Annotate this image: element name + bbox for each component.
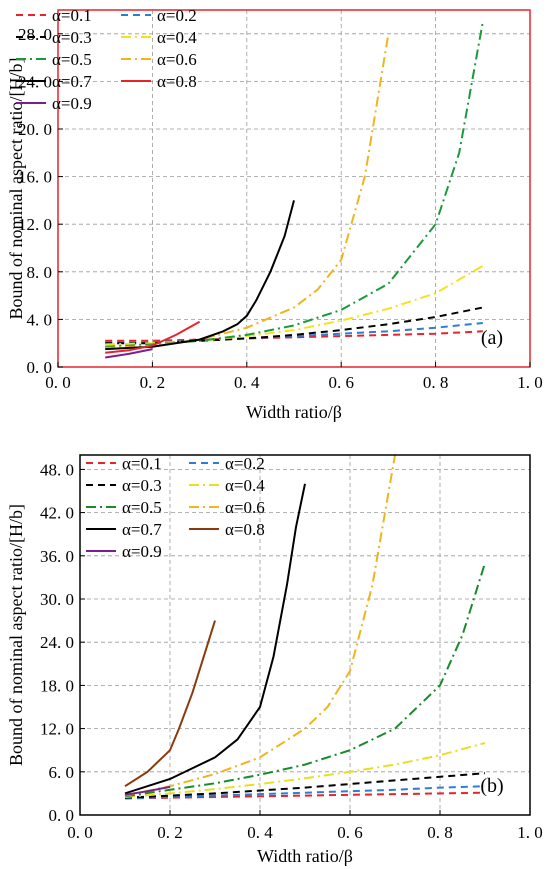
y-tick-label: 6. 0	[49, 763, 75, 782]
series-line	[124, 455, 396, 797]
legend-label: α=0.7	[122, 520, 162, 539]
x-tick-label: 0. 6	[328, 373, 354, 392]
y-tick-label: 12. 0	[40, 720, 74, 739]
legend-label: α=0.1	[52, 6, 92, 25]
x-axis-title: Width ratio/β	[257, 846, 353, 866]
series-line	[124, 785, 171, 796]
series-line	[105, 320, 201, 354]
y-tick-label: 42. 0	[40, 504, 74, 523]
series-line	[105, 306, 483, 345]
legend-label: α=0.5	[122, 498, 162, 517]
y-tick-label: 0. 0	[27, 358, 53, 377]
panel-label: (a)	[481, 327, 503, 349]
legend-label: α=0.5	[52, 50, 92, 69]
x-tick-label: 0. 4	[247, 823, 273, 842]
x-tick-label: 0. 4	[234, 373, 260, 392]
series-line	[124, 772, 486, 799]
series-line	[105, 322, 483, 343]
legend: α=0.1 α=0.2 α=0.3 α=0.4 α=0.5 α=0.6 α=0.7 α=0.8…	[86, 454, 265, 561]
y-tick-label: 12. 0	[18, 215, 52, 234]
series-line	[124, 483, 306, 795]
series-line	[124, 562, 486, 798]
legend-label: α=0.2	[225, 454, 265, 473]
x-tick-label: 0. 6	[337, 823, 363, 842]
y-tick-label: 16. 0	[18, 168, 52, 187]
x-tick-label: 0. 2	[140, 373, 166, 392]
y-tick-label: 0. 0	[49, 806, 75, 825]
x-tick-label: 0. 8	[423, 373, 449, 392]
legend-label: α=0.3	[52, 28, 92, 47]
x-tick-label: 0. 8	[427, 823, 453, 842]
series-line	[124, 620, 216, 788]
series-line	[105, 265, 484, 346]
plot-area-frame	[57, 9, 531, 368]
y-tick-label: 8. 0	[27, 263, 53, 282]
series-line	[124, 742, 486, 798]
legend-label: α=0.1	[122, 454, 162, 473]
y-tick-label: 20. 0	[18, 120, 52, 139]
series-line	[105, 21, 484, 348]
y-tick-label: 4. 0	[27, 310, 53, 329]
legend-label: α=0.4	[157, 28, 197, 47]
chart-panel-b: 0. 0 6. 0 12. 0 18. 0 24. 0 30. 0 36. 0 42. 0 48…	[6, 454, 543, 866]
legend: α=0.1 α=0.2 α=0.3 α=0.4 α=0.5 α=0.6 α=0.7 α=0.8…	[16, 6, 197, 113]
plot-area-frame	[79, 454, 531, 816]
series-line	[105, 348, 153, 359]
y-tick-label: 28. 0	[18, 25, 52, 44]
series-line	[105, 200, 295, 351]
y-tick-label: 48. 0	[40, 460, 74, 479]
x-tick-label: 1. 0	[517, 823, 543, 842]
x-axis-title: Width ratio/β	[246, 402, 342, 422]
y-tick-label: 24. 0	[40, 633, 74, 652]
series-line	[105, 330, 483, 342]
chart-panel-a: 0. 04. 08. 012. 016. 020. 024. 028. 00. …	[6, 6, 543, 422]
legend-label: α=0.8	[225, 520, 265, 539]
legend-label: α=0.4	[225, 476, 265, 495]
y-axis-title: Bound of nominal aspect ratio/[H/b]	[6, 504, 26, 766]
panel-label: (b)	[480, 775, 503, 797]
x-tick-label: 0. 0	[45, 373, 71, 392]
legend-label: α=0.7	[52, 72, 92, 91]
legend-label: α=0.6	[225, 498, 265, 517]
legend-label: α=0.3	[122, 476, 162, 495]
legend-label: α=0.9	[52, 94, 92, 113]
legend-label: α=0.2	[157, 6, 197, 25]
y-tick-label: 18. 0	[40, 676, 74, 695]
x-tick-label: 0. 0	[67, 823, 93, 842]
x-tick-label: 0. 2	[157, 823, 183, 842]
y-axis-title: Bound of nominal aspect ratio/[H/b]	[6, 58, 26, 320]
legend-label: α=0.8	[157, 72, 197, 91]
x-tick-label: 1. 0	[517, 373, 543, 392]
series-line	[124, 785, 486, 800]
y-tick-label: 36. 0	[40, 547, 74, 566]
y-tick-label: 30. 0	[40, 590, 74, 609]
legend-label: α=0.9	[122, 542, 162, 561]
legend-label: α=0.6	[157, 50, 197, 69]
